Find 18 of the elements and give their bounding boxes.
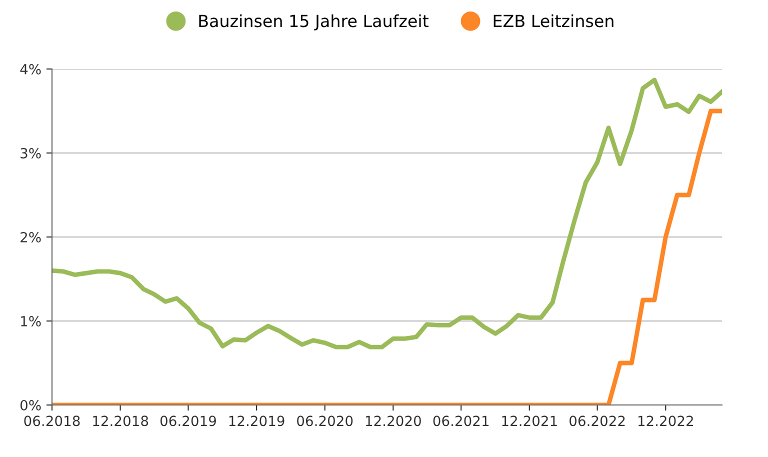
legend-label: Bauzinsen 15 Jahre Laufzeit [199,14,428,30]
y-tick-label: 0% [20,400,41,410]
x-tick-label: 06.2022 [570,416,625,426]
x-tick-label: 12.2019 [229,416,284,426]
y-tick-label: 1% [21,316,41,326]
x-tick-label: 12.2018 [93,416,148,426]
x-tick-label: 06.2019 [160,416,216,426]
x-tick-label: 06.2020 [297,416,353,426]
x-tick-label: 06.2021 [433,416,489,426]
y-tick-label: 3% [20,148,41,158]
y-tick-label: 2% [20,232,41,242]
x-tick-label: 12.2022 [638,416,693,426]
legend-label: EZB Leitzinsen [494,14,614,28]
x-tick-label: 06.2018 [24,416,80,426]
line-series [52,78,722,350]
y-tick-label: 4% [20,64,41,74]
x-tick-label: 12.2021 [502,416,557,426]
x-tick-label: 12.2020 [366,416,421,426]
